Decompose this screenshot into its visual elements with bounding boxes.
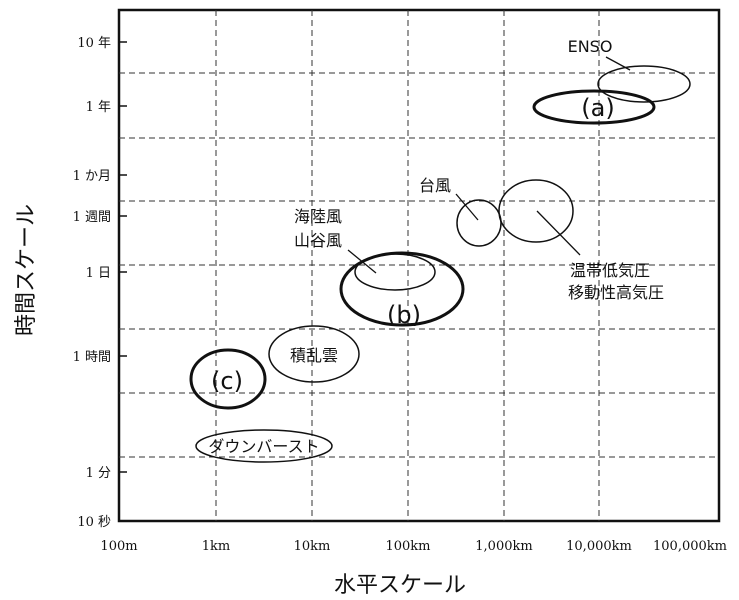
region-b-ellipse xyxy=(339,251,465,327)
x-axis-title: 水平スケール xyxy=(334,573,466,598)
region-c-ellipse xyxy=(189,348,267,410)
y-tick-label: 10 秒 xyxy=(77,515,111,530)
phenomenon-labels: ENSO (a) 台風 温帯低気圧 移動性高気圧 海陸風 山谷風 (b) 積乱雲… xyxy=(208,37,664,456)
region-a-ellipse xyxy=(532,89,656,125)
x-tick-label: 100km xyxy=(385,539,430,554)
region-a-label: (a) xyxy=(581,94,614,122)
sea-breeze-ellipse xyxy=(354,253,436,291)
typhoon-ellipse xyxy=(456,199,502,247)
enso-ellipse xyxy=(597,65,691,103)
x-tick-label: 1km xyxy=(202,539,230,554)
extratropical-leader-line xyxy=(536,210,581,256)
x-tick-label: 1,000km xyxy=(475,539,532,554)
downburst-label: ダウンバースト xyxy=(208,437,319,456)
region-c-label: (c) xyxy=(211,367,243,395)
x-tick-label: 10,000km xyxy=(566,539,632,554)
y-tick-label: 1 か月 xyxy=(73,169,111,184)
x-tick-label: 100,000km xyxy=(653,539,727,554)
cumulonimbus-ellipse xyxy=(268,325,360,383)
y-tick-label: 1 日 xyxy=(86,266,111,281)
phenomenon-ellipses xyxy=(189,65,691,463)
extratropical-label-line1: 温帯低気圧 xyxy=(570,261,650,280)
leader-lines xyxy=(347,56,631,274)
downburst-ellipse xyxy=(195,429,333,463)
enso-label: ENSO xyxy=(568,37,613,56)
region-b-label: (b) xyxy=(387,301,421,329)
sea-breeze-label-line2: 山谷風 xyxy=(294,231,342,250)
y-tick-labels: 10 年 1 年 1 か月 1 週間 1 日 1 時間 1 分 10 秒 xyxy=(73,36,111,530)
y-tick-label: 1 年 xyxy=(86,100,111,115)
extratropical-cyclone-ellipse xyxy=(498,179,574,243)
x-tick-labels: 100m 1km 10km 100km 1,000km 10,000km 100… xyxy=(100,539,727,554)
x-gridlines xyxy=(215,10,600,521)
y-tick-label: 1 分 xyxy=(86,466,111,481)
y-axis-title: 時間スケール xyxy=(14,204,39,336)
y-tick-label: 1 時間 xyxy=(73,350,111,365)
x-tick-label: 10km xyxy=(294,539,331,554)
typhoon-label: 台風 xyxy=(419,176,451,195)
y-gridlines xyxy=(119,72,719,458)
extratropical-label-line2: 移動性高気圧 xyxy=(568,283,664,302)
x-tick-label: 100m xyxy=(100,539,137,554)
y-tick-label: 10 年 xyxy=(77,36,111,51)
y-tick-label: 1 週間 xyxy=(73,210,111,225)
cumulonimbus-label: 積乱雲 xyxy=(290,346,338,365)
sea-breeze-label-line1: 海陸風 xyxy=(294,207,342,226)
typhoon-leader-line xyxy=(455,193,479,221)
y-tick-marks xyxy=(119,41,127,473)
